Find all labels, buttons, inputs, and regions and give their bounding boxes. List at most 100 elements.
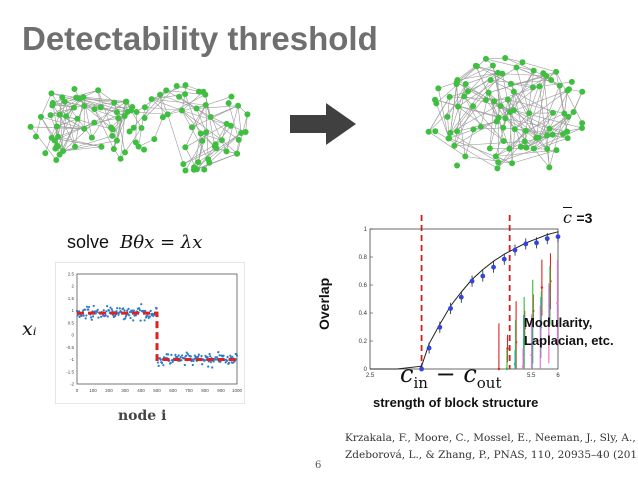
graph-edge (181, 110, 223, 141)
graph-node (182, 82, 189, 89)
graph-edge (30, 126, 57, 161)
methods-line-1: Modularity, (524, 315, 593, 330)
graph-node (218, 137, 225, 144)
graph-edge (502, 73, 547, 77)
graph-edge (465, 72, 499, 85)
graph-node (51, 137, 58, 144)
graph-node (453, 79, 460, 86)
graph-edge (449, 91, 469, 98)
eigenvector-point (193, 354, 196, 357)
eigenvector-point (209, 360, 212, 364)
eigenvector-point (104, 314, 107, 317)
eigenvector-point (96, 308, 99, 311)
graph-edge (84, 105, 119, 119)
graph-node (129, 103, 136, 110)
eigenvector-point (123, 309, 126, 312)
graph-node (200, 88, 207, 95)
graph-edge (138, 107, 146, 147)
graph-node (553, 147, 560, 154)
graph-edge (525, 113, 565, 132)
graph-edge (448, 83, 467, 139)
graph-node (519, 59, 526, 66)
graph-node (91, 106, 98, 113)
graph-edge (94, 117, 119, 123)
graph-node (211, 143, 218, 150)
graph-node (549, 109, 556, 116)
graph-node (489, 62, 496, 69)
eigenvector-point (174, 353, 177, 356)
graph-edge (535, 75, 547, 138)
eigenvector-point (132, 309, 136, 312)
graph-edge (434, 99, 499, 118)
graph-node (123, 98, 130, 105)
graph-edge (59, 114, 64, 152)
graph-edge (191, 104, 207, 128)
graph-node (42, 150, 49, 157)
graph-node (530, 145, 537, 152)
graph-edge (438, 88, 449, 139)
mean-degree-label: c =3 (563, 208, 592, 228)
eigenvector-point (76, 314, 79, 317)
theory-curve (370, 231, 559, 370)
graph-node (462, 153, 469, 160)
graph-node (117, 155, 124, 162)
graph-node (182, 167, 189, 174)
graph-edge (185, 140, 203, 171)
graph-edge (513, 110, 564, 135)
eigenvector-point (143, 319, 146, 322)
graph-edge (457, 67, 517, 107)
graph-node (500, 138, 507, 145)
x-tick-label: 5.5 (527, 373, 536, 379)
graph-node (88, 134, 95, 141)
eigenvector-point (89, 316, 93, 319)
graph-node (565, 113, 572, 120)
graph-node (32, 133, 39, 140)
eigenvector-point (138, 309, 142, 312)
graph-node (522, 127, 529, 134)
graph-node (48, 90, 55, 97)
eigenvector-point (85, 314, 88, 317)
graph-edge (489, 105, 502, 149)
eigenvector-point (231, 355, 234, 358)
graph-node (502, 115, 509, 122)
graph-node (130, 124, 137, 131)
graph-edge (84, 105, 112, 128)
eigenvector-point (91, 315, 95, 318)
graph-edge (454, 106, 474, 146)
graph-edge (454, 141, 525, 147)
bp-point (480, 273, 486, 279)
graph-node (462, 80, 469, 87)
graph-edge (185, 123, 227, 148)
graph-node (157, 91, 164, 98)
graph-node (485, 89, 492, 96)
graph-edge (210, 105, 239, 118)
graph-node (242, 128, 249, 135)
graph-edge (59, 114, 76, 147)
graph-edge (476, 65, 512, 84)
method-point (530, 353, 533, 357)
eigenvector-point (225, 359, 229, 362)
graph-node (180, 161, 187, 168)
eigenvector-point (102, 309, 105, 312)
y-tick-label: 1.5 (68, 296, 75, 301)
graph-node (509, 160, 516, 167)
eigen-equation: solve Bθx = λx (67, 232, 202, 253)
graph-edge (196, 108, 239, 141)
graph-edge (136, 111, 168, 115)
graph-edge (183, 143, 216, 165)
eigenvector-point (139, 319, 142, 322)
graph-edge (196, 105, 239, 109)
minus-sign: − (435, 360, 456, 388)
eigenvector-point (106, 315, 109, 318)
eigenvector-point (217, 351, 220, 354)
bp-point (523, 241, 529, 247)
eigenvector-point (87, 305, 91, 309)
graph-node (470, 103, 477, 110)
x-tick-label: 2.5 (366, 373, 375, 379)
eigenvector-point (85, 305, 89, 308)
graph-node (56, 111, 63, 118)
graph-edge (196, 96, 232, 109)
graph-edge (52, 102, 75, 108)
x-tick-label: 400 (137, 388, 145, 393)
graph-edge (522, 61, 557, 73)
